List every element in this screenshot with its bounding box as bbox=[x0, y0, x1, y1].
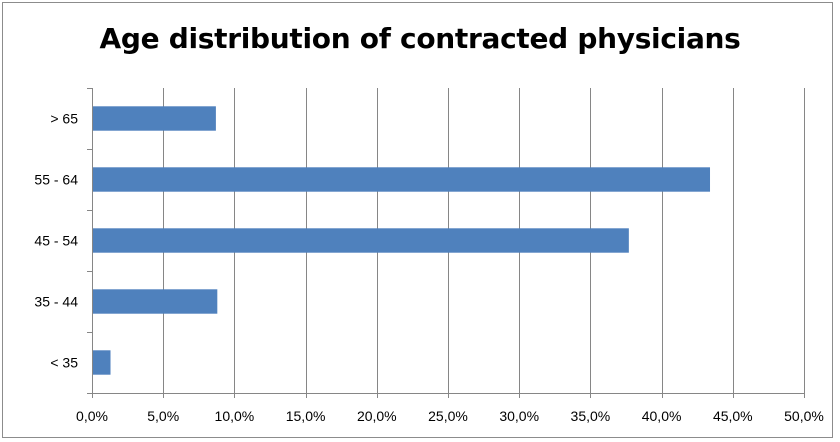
x-tick-label: 5,0% bbox=[147, 408, 179, 424]
x-tick-label: 50,0% bbox=[784, 408, 824, 424]
x-tick-label: 40,0% bbox=[642, 408, 682, 424]
x-tick-label: 45,0% bbox=[713, 408, 753, 424]
bar bbox=[93, 228, 629, 253]
x-tick-label: 20,0% bbox=[357, 408, 397, 424]
bar bbox=[93, 350, 111, 375]
chart-title: Age distribution of contracted physician… bbox=[99, 22, 741, 55]
y-tick-label: 55 - 64 bbox=[34, 172, 78, 188]
bar bbox=[93, 106, 216, 131]
y-tick-label: > 65 bbox=[50, 111, 78, 127]
y-tick-label: 35 - 44 bbox=[34, 294, 78, 310]
x-tick-label: 10,0% bbox=[215, 408, 255, 424]
bar bbox=[93, 167, 711, 192]
axes bbox=[87, 88, 805, 398]
bar bbox=[93, 289, 218, 314]
y-tick-label: 45 - 54 bbox=[34, 233, 78, 249]
y-tick-label: < 35 bbox=[50, 355, 78, 371]
x-tick-label: 0,0% bbox=[76, 408, 108, 424]
bars bbox=[93, 106, 711, 375]
x-tick-label: 35,0% bbox=[571, 408, 611, 424]
x-tick-label: 15,0% bbox=[286, 408, 326, 424]
x-tick-label: 30,0% bbox=[499, 408, 539, 424]
chart-area bbox=[2, 2, 833, 438]
y-axis-tick-labels: > 65 55 - 64 45 - 54 35 - 44 < 35 bbox=[34, 111, 78, 371]
x-tick-label: 25,0% bbox=[428, 408, 468, 424]
x-axis-tick-labels: 0,0% 5,0% 10,0% 15,0% 20,0% 25,0% 30,0% 35,0% 40… bbox=[76, 408, 824, 424]
